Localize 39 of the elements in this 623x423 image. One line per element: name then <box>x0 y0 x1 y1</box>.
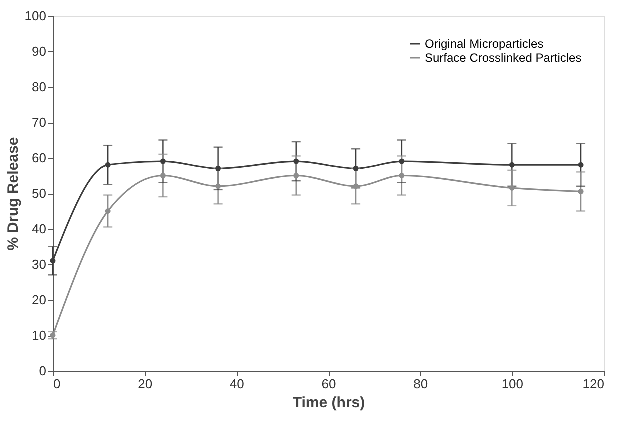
y-tick-label: 10 <box>32 328 46 343</box>
point <box>399 173 405 178</box>
point <box>216 166 222 172</box>
y-tick-label: 90 <box>32 44 46 59</box>
y-tick-label: 0 <box>39 364 46 378</box>
point <box>50 258 56 264</box>
point <box>509 185 515 191</box>
x-tick-label: 120 <box>582 376 604 392</box>
y-tick-label: 30 <box>32 257 46 272</box>
x-tick-label: 60 <box>322 376 336 392</box>
legend-label: Surface Crosslinked Particles <box>425 51 582 65</box>
point <box>399 158 405 164</box>
point <box>353 184 359 190</box>
point <box>509 162 515 168</box>
point <box>353 166 359 172</box>
point <box>578 162 584 168</box>
point <box>294 158 300 164</box>
x-tick-label: 20 <box>138 376 153 392</box>
point <box>160 173 166 178</box>
point <box>578 188 584 194</box>
x-axis-title: Time (hrs) <box>292 394 366 412</box>
y-tick-label: 70 <box>32 115 46 130</box>
x-tick-label: 80 <box>414 376 428 392</box>
y-tick-label: 80 <box>32 80 46 94</box>
x-tick-label: 100 <box>502 376 524 392</box>
x-tick-label: 0 <box>54 376 61 392</box>
y-tick-label: 100 <box>24 8 46 24</box>
point <box>105 162 111 168</box>
point <box>160 158 166 164</box>
y-tick-label: 20 <box>32 292 46 308</box>
y-axis-title: % Drug Release <box>4 137 22 251</box>
legend-label: Original Microparticles <box>425 37 544 51</box>
point <box>216 184 222 190</box>
point <box>294 173 300 178</box>
y-tick-label: 50 <box>32 186 46 201</box>
point <box>105 208 111 214</box>
y-tick-label: 60 <box>32 150 46 166</box>
y-tick-label: 40 <box>32 222 46 236</box>
x-tick-label: 40 <box>230 376 244 392</box>
